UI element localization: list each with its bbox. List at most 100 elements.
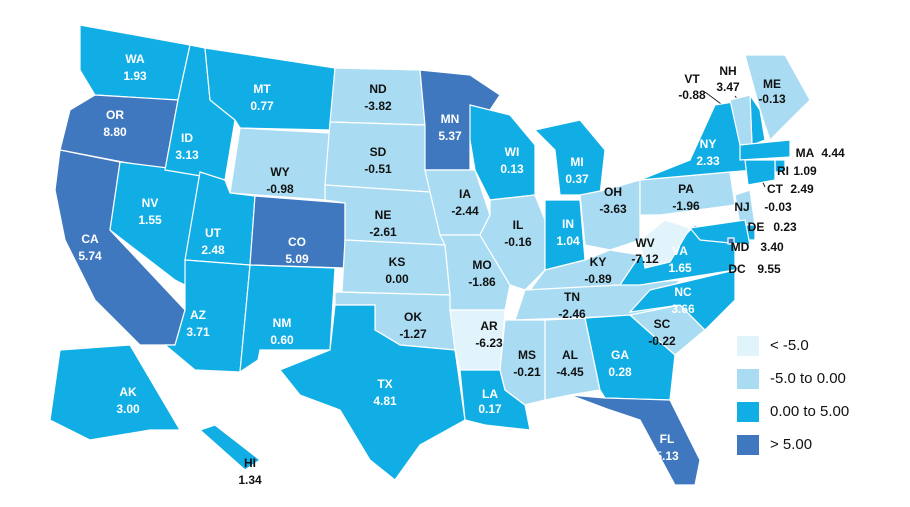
state-abbr: MD <box>731 240 750 254</box>
state <box>739 139 791 161</box>
state-value: 0.60 <box>270 333 294 347</box>
state-abbr: AL <box>562 348 578 362</box>
legend-label: 0.00 to 5.00 <box>770 403 849 420</box>
state-abbr: CA <box>81 232 99 246</box>
state-value: 0.17 <box>478 402 502 416</box>
state-value: 1.65 <box>668 261 692 275</box>
state-value: 0.77 <box>250 99 274 113</box>
state-value: -1.27 <box>399 327 427 341</box>
state-labels: WA 1.93 OR 8.80 CA 5.74 NV 1.55 ID 3.13 MT 0.77 WY -0… <box>78 52 845 487</box>
state-abbr: NE <box>375 208 392 222</box>
state-abbr: PA <box>678 182 694 196</box>
state-value: 1.55 <box>138 213 162 227</box>
state-abbr: UT <box>205 226 222 240</box>
legend-swatch <box>737 369 759 389</box>
state-abbr: MT <box>253 82 271 96</box>
state-abbr: FL <box>660 432 675 446</box>
state-abbr: TN <box>564 290 580 304</box>
state-value: 2.33 <box>696 154 720 168</box>
state-abbr: RI <box>777 164 789 178</box>
state-abbr: IA <box>459 187 471 201</box>
state-value: -2.61 <box>369 225 397 239</box>
legend-swatch <box>737 435 759 455</box>
state-abbr: MO <box>472 258 491 272</box>
state-abbr: ME <box>763 77 781 91</box>
legend-swatch <box>737 402 759 422</box>
legend-label: < -5.0 <box>770 337 809 354</box>
state-value: 3.40 <box>760 240 784 254</box>
state-abbr: NM <box>273 316 292 330</box>
state-abbr: WV <box>635 236 654 250</box>
state-value: 1.34 <box>238 473 262 487</box>
state-abbr: AK <box>119 385 137 399</box>
state-abbr: DE <box>748 220 765 234</box>
legend: < -5.0 -5.0 to 0.00 0.00 to 5.00 > 5.00 <box>737 336 849 455</box>
state <box>688 219 751 246</box>
state-value: 3.47 <box>716 80 740 94</box>
state-value: -3.63 <box>599 202 627 216</box>
state-abbr: NY <box>700 137 717 151</box>
state-value: 5.13 <box>655 449 679 463</box>
state-abbr: MS <box>518 348 536 362</box>
state-value: 5.09 <box>285 252 309 266</box>
state-value: 0.00 <box>385 272 409 286</box>
state-value: -0.51 <box>364 162 392 176</box>
state-abbr: WI <box>505 145 520 159</box>
state-abbr: KY <box>590 255 607 269</box>
state <box>49 344 182 441</box>
state-value: 4.44 <box>821 146 845 160</box>
state-value: -0.21 <box>513 365 541 379</box>
state-abbr: MA <box>796 146 815 160</box>
state-abbr: OK <box>404 310 422 324</box>
state-value: -0.88 <box>678 88 706 102</box>
state-abbr: HI <box>244 456 256 470</box>
state <box>569 394 701 486</box>
state-value: 5.37 <box>438 129 462 143</box>
state-abbr: MN <box>441 112 460 126</box>
state-value: 1.93 <box>123 69 147 83</box>
state-abbr: MI <box>570 155 583 169</box>
state-value: 0.13 <box>500 162 524 176</box>
state-abbr: SD <box>370 145 387 159</box>
state <box>744 54 811 142</box>
state-abbr: SC <box>654 317 671 331</box>
legend-swatch <box>737 336 759 356</box>
state-value: 3.00 <box>116 402 140 416</box>
state-abbr: WY <box>270 165 289 179</box>
state-value: 0.23 <box>773 220 797 234</box>
state-value: 1.04 <box>556 234 580 248</box>
state-abbr: NJ <box>734 200 749 214</box>
state <box>279 304 466 481</box>
state-value: 1.09 <box>793 164 817 178</box>
state-abbr: AZ <box>190 308 206 322</box>
state-value: -1.86 <box>468 275 496 289</box>
state-value: 4.81 <box>373 394 397 408</box>
state <box>727 237 735 245</box>
state-abbr: OR <box>106 108 124 122</box>
state-abbr: VT <box>684 72 700 86</box>
state-abbr: VA <box>672 244 688 258</box>
state <box>639 219 691 269</box>
state <box>329 67 426 126</box>
state-abbr: NV <box>142 196 159 210</box>
state-abbr: ND <box>369 82 387 96</box>
state-abbr: CT <box>767 182 784 196</box>
state-value: -0.03 <box>764 200 792 214</box>
state-abbr: LA <box>482 387 498 401</box>
state-value: 0.37 <box>565 172 589 186</box>
state-abbr: TX <box>377 377 392 391</box>
states <box>49 24 811 486</box>
state-abbr: IL <box>513 218 524 232</box>
state-value: -0.98 <box>266 182 294 196</box>
state <box>744 159 776 186</box>
state <box>239 264 336 374</box>
state-value: 8.80 <box>103 125 127 139</box>
state-abbr: CO <box>288 235 306 249</box>
state-abbr: WA <box>125 52 145 66</box>
state-value: -6.23 <box>475 336 503 350</box>
state-abbr: OH <box>604 185 622 199</box>
state-value: -0.89 <box>584 272 612 286</box>
state-abbr: AR <box>480 319 498 333</box>
state-value: 0.28 <box>608 365 632 379</box>
